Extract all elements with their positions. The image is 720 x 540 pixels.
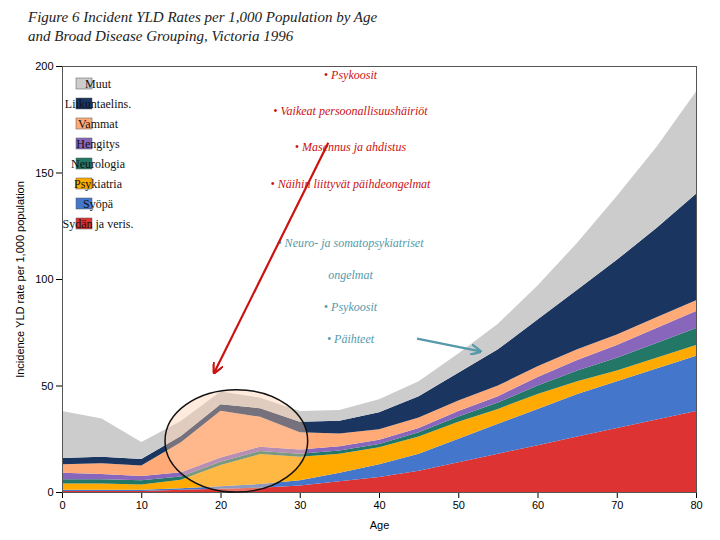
svg-text:70: 70 [611,499,623,511]
svg-text:10: 10 [136,499,148,511]
svg-text:Syöpä: Syöpä [83,197,114,211]
html-text:Figure 6 Incident YLD Rates pe: Figure 6 Incident YLD Rates per 1,000 Po… [28,9,378,25]
svg-text:Hengitys: Hengitys [76,137,120,151]
svg-text:• Masennus ja ahdistus: • Masennus ja ahdistus [295,140,407,154]
svg-text:• Päihteet: • Päihteet [327,332,375,346]
svg-text:100: 100 [35,273,53,285]
svg-text:150: 150 [35,167,53,179]
svg-text:Muut: Muut [85,77,112,91]
svg-text:• Näihin liittyvät päihdeongel: • Näihin liittyvät päihdeongelmat [271,177,432,191]
svg-text:• Psykoosit: • Psykoosit [324,68,378,82]
svg-text:• Psykoosit: • Psykoosit [324,300,378,314]
svg-text:40: 40 [373,499,385,511]
svg-text:50: 50 [453,499,465,511]
svg-text:50: 50 [41,380,53,392]
svg-text:Vammat: Vammat [78,117,119,131]
svg-text:20: 20 [215,499,227,511]
svg-text:• Vaikeat persoonallisuushäiri: • Vaikeat persoonallisuushäiriöt [273,104,428,118]
svg-text:Neurologia: Neurologia [71,157,126,171]
svg-text:Age: Age [370,519,390,531]
svg-text:0: 0 [47,486,53,498]
svg-text:200: 200 [35,60,53,72]
svg-text:80: 80 [690,499,702,511]
svg-text:Liikuntaelins.: Liikuntaelins. [65,97,131,111]
svg-text:0: 0 [59,499,65,511]
svg-text:60: 60 [532,499,544,511]
svg-text:• Neuro- ja somatopsykiatriset: • Neuro- ja somatopsykiatriset [277,236,424,250]
svg-text:Sydän ja veris.: Sydän ja veris. [63,217,134,231]
svg-text:Incidence YLD rate per 1,000 p: Incidence YLD rate per 1,000 population [14,181,26,378]
svg-text:Psykiatria: Psykiatria [74,177,123,191]
html-text:and Broad Disease Grouping, Vi: and Broad Disease Grouping, Victoria 199… [28,28,294,44]
svg-text:30: 30 [294,499,306,511]
svg-text:ongelmat: ongelmat [328,268,373,282]
